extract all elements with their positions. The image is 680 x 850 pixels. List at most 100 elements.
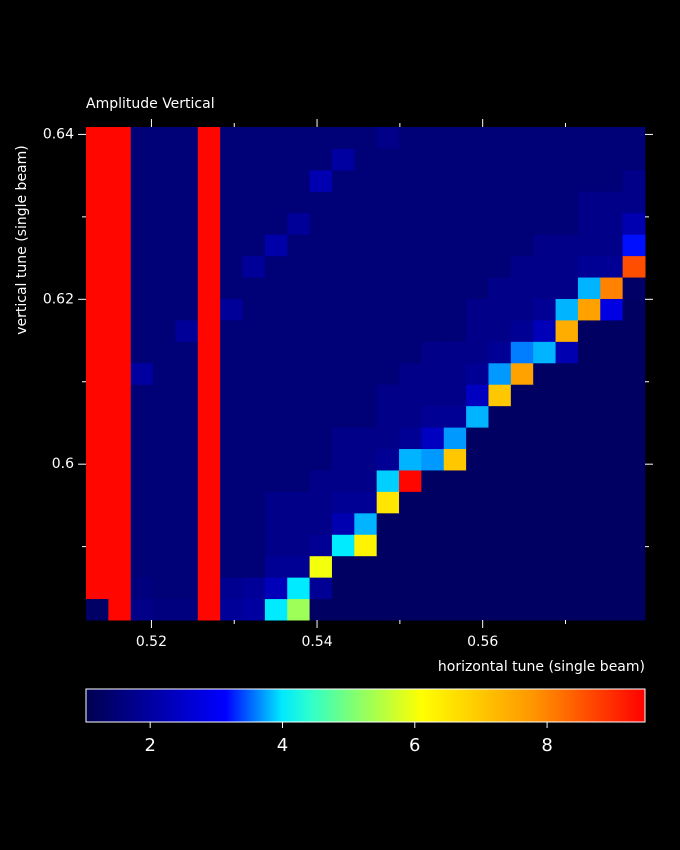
heatmap-cell (153, 534, 176, 557)
heatmap-cell (443, 384, 467, 407)
heatmap-cell (354, 555, 378, 578)
heatmap-cell (309, 212, 333, 235)
heatmap-cell (86, 127, 109, 149)
heatmap-cell (287, 255, 311, 278)
heatmap-cell (399, 427, 422, 450)
x-tick-label: 0.54 (301, 634, 332, 650)
heatmap-cell (354, 427, 378, 450)
heatmap-cell (600, 427, 624, 450)
heatmap-cell (86, 405, 109, 428)
heatmap-cell (309, 127, 333, 149)
heatmap-cell (622, 255, 646, 278)
heatmap-cell (86, 319, 109, 342)
heatmap-cell (130, 234, 154, 257)
heatmap-cell (86, 191, 109, 214)
heatmap-cell (130, 191, 154, 214)
heatmap-cell (153, 555, 176, 578)
heatmap-cell (287, 469, 311, 492)
heatmap-cell (354, 277, 378, 299)
heatmap-cell (510, 234, 534, 257)
y-tick-label: 0.6 (52, 456, 74, 472)
heatmap-cell (220, 212, 244, 235)
heatmap-cell (153, 598, 176, 621)
heatmap-cell (600, 555, 624, 578)
heatmap-cell (399, 469, 422, 492)
heatmap-cell (354, 469, 378, 492)
heatmap-cell (600, 169, 624, 192)
heatmap-cell (622, 448, 646, 471)
heatmap-cell (533, 148, 557, 171)
heatmap-cell (153, 212, 176, 235)
heatmap-cell (421, 255, 445, 278)
heatmap-cell (108, 448, 132, 471)
heatmap-cell (510, 277, 534, 299)
heatmap-cell (108, 577, 132, 600)
heatmap-cell (264, 212, 288, 235)
heatmap-cell (622, 577, 646, 600)
heatmap-cell (354, 448, 378, 471)
heatmap-cell (197, 598, 221, 621)
heatmap-cell (354, 169, 378, 192)
heatmap-cell (466, 512, 489, 535)
heatmap-cell (108, 469, 132, 492)
heatmap-cell (376, 319, 400, 342)
heatmap-cell (108, 234, 132, 257)
heatmap-cell (175, 384, 199, 407)
heatmap-cell (577, 127, 601, 149)
heatmap-cell (130, 148, 154, 171)
heatmap-cell (600, 469, 624, 492)
heatmap-cell (108, 298, 132, 321)
heatmap-cell (264, 127, 288, 149)
heatmap-cell (264, 384, 288, 407)
heatmap-cell (577, 405, 601, 428)
heatmap-cell (264, 191, 288, 214)
heatmap-cell (287, 384, 311, 407)
heatmap-cell (354, 384, 378, 407)
heatmap-cell (600, 298, 624, 321)
heatmap-cell (264, 169, 288, 192)
heatmap-cell (533, 127, 557, 149)
colorbar-tick-label: 6 (409, 735, 420, 756)
heatmap-cell (533, 319, 557, 342)
heatmap-cell (331, 127, 355, 149)
heatmap-cell (399, 598, 422, 621)
heatmap-cell (264, 341, 288, 364)
heatmap-cell (175, 319, 199, 342)
heatmap-cell (466, 234, 489, 257)
heatmap-cell (488, 169, 512, 192)
heatmap-cell (86, 534, 109, 557)
heatmap-cell (577, 169, 601, 192)
heatmap-cell (354, 127, 378, 149)
heatmap-cell (287, 491, 311, 514)
heatmap-cell (153, 384, 176, 407)
heatmap-cell (220, 319, 244, 342)
heatmap-cell (443, 469, 467, 492)
heatmap-cell (488, 234, 512, 257)
heatmap-cell (331, 212, 355, 235)
heatmap-cell (197, 319, 221, 342)
heatmap-cell (510, 555, 534, 578)
heatmap-cell (622, 469, 646, 492)
heatmap-cell (331, 427, 355, 450)
heatmap-cell (86, 212, 109, 235)
heatmap-cell (175, 255, 199, 278)
heatmap-cell (421, 191, 445, 214)
heatmap-cell (153, 255, 176, 278)
heatmap-cell (309, 169, 333, 192)
heatmap-cell (287, 319, 311, 342)
heatmap-cell (108, 191, 132, 214)
heatmap-cell (287, 277, 311, 299)
heatmap-cell (555, 598, 579, 621)
heatmap-cell (600, 234, 624, 257)
heatmap-cell (399, 534, 422, 557)
heatmap-cell (130, 577, 154, 600)
heatmap-cell (399, 127, 422, 149)
heatmap-cell (86, 148, 109, 171)
heatmap-cell (175, 277, 199, 299)
heatmap-cell (421, 127, 445, 149)
heatmap-cell (220, 341, 244, 364)
heatmap-cell (242, 319, 266, 342)
heatmap-cell (399, 191, 422, 214)
heatmap-cell (264, 298, 288, 321)
x-axis-label: horizontal tune (single beam) (438, 659, 645, 675)
